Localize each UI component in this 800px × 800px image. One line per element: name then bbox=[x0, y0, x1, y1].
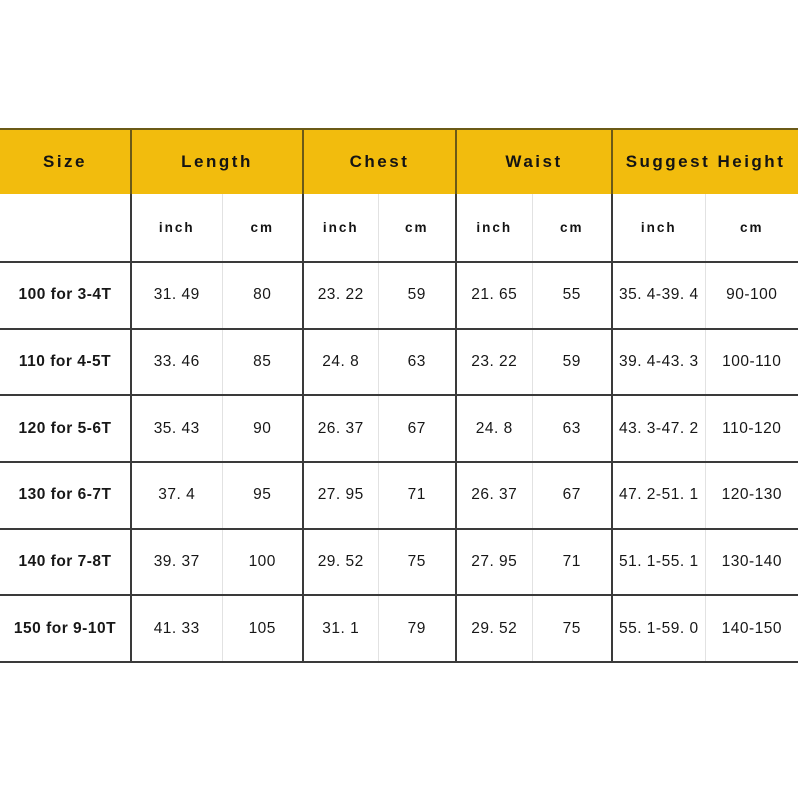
cell-height-cm: 110-120 bbox=[705, 394, 799, 463]
group-header-suggest-height: Suggest Height bbox=[612, 129, 799, 194]
cell-chest-cm: 59 bbox=[378, 261, 458, 329]
unit-header-length-cm: cm bbox=[222, 194, 304, 262]
cell-length-inch: 35. 43 bbox=[131, 394, 223, 463]
cell-height-inch: 43. 3-47. 2 bbox=[612, 394, 706, 463]
group-header-row: Size Length Chest Waist Suggest Height bbox=[0, 129, 799, 194]
table-row: 120 for 5-6T 35. 43 90 26. 37 67 24. 8 6… bbox=[0, 394, 799, 463]
unit-header-height-cm: cm bbox=[705, 194, 799, 262]
unit-header-chest-cm: cm bbox=[378, 194, 458, 262]
size-chart-container: Size Length Chest Waist Suggest Height i… bbox=[0, 128, 799, 664]
cell-height-cm: 90-100 bbox=[705, 261, 799, 329]
cell-size: 130 for 6-7T bbox=[0, 461, 132, 529]
cell-height-inch: 35. 4-39. 4 bbox=[612, 261, 706, 329]
cell-chest-inch: 27. 95 bbox=[303, 461, 379, 529]
unit-header-size-blank bbox=[0, 194, 132, 262]
table-row: 130 for 6-7T 37. 4 95 27. 95 71 26. 37 6… bbox=[0, 461, 799, 529]
cell-waist-cm: 59 bbox=[532, 327, 614, 396]
cell-waist-cm: 55 bbox=[532, 261, 614, 329]
cell-size: 150 for 9-10T bbox=[0, 594, 132, 663]
cell-waist-inch: 23. 22 bbox=[456, 327, 533, 396]
cell-size: 120 for 5-6T bbox=[0, 394, 132, 463]
cell-height-cm: 120-130 bbox=[705, 461, 799, 529]
cell-height-cm: 100-110 bbox=[705, 327, 799, 396]
cell-size: 110 for 4-5T bbox=[0, 327, 132, 396]
cell-size: 100 for 3-4T bbox=[0, 261, 132, 329]
cell-length-cm: 105 bbox=[222, 594, 304, 663]
cell-chest-inch: 24. 8 bbox=[303, 327, 379, 396]
cell-chest-inch: 23. 22 bbox=[303, 261, 379, 329]
cell-waist-inch: 21. 65 bbox=[456, 261, 533, 329]
cell-height-cm: 130-140 bbox=[705, 527, 799, 596]
group-header-chest: Chest bbox=[303, 129, 458, 194]
cell-waist-inch: 26. 37 bbox=[456, 461, 533, 529]
cell-length-inch: 41. 33 bbox=[131, 594, 223, 663]
cell-chest-cm: 67 bbox=[378, 394, 458, 463]
cell-waist-cm: 75 bbox=[532, 594, 614, 663]
cell-height-inch: 51. 1-55. 1 bbox=[612, 527, 706, 596]
cell-chest-inch: 29. 52 bbox=[303, 527, 379, 596]
cell-length-cm: 90 bbox=[222, 394, 304, 463]
unit-header-height-inch: inch bbox=[612, 194, 706, 262]
cell-length-cm: 85 bbox=[222, 327, 304, 396]
cell-waist-inch: 27. 95 bbox=[456, 527, 533, 596]
cell-chest-inch: 31. 1 bbox=[303, 594, 379, 663]
unit-header-waist-cm: cm bbox=[532, 194, 614, 262]
cell-height-cm: 140-150 bbox=[705, 594, 799, 663]
cell-height-inch: 39. 4-43. 3 bbox=[612, 327, 706, 396]
cell-waist-cm: 63 bbox=[532, 394, 614, 463]
cell-chest-cm: 63 bbox=[378, 327, 458, 396]
cell-length-inch: 39. 37 bbox=[131, 527, 223, 596]
cell-length-cm: 100 bbox=[222, 527, 304, 596]
cell-chest-cm: 79 bbox=[378, 594, 458, 663]
cell-length-cm: 95 bbox=[222, 461, 304, 529]
cell-length-inch: 33. 46 bbox=[131, 327, 223, 396]
table-row: 150 for 9-10T 41. 33 105 31. 1 79 29. 52… bbox=[0, 594, 799, 663]
cell-chest-inch: 26. 37 bbox=[303, 394, 379, 463]
cell-length-cm: 80 bbox=[222, 261, 304, 329]
size-chart-table: Size Length Chest Waist Suggest Height i… bbox=[0, 128, 799, 664]
cell-length-inch: 37. 4 bbox=[131, 461, 223, 529]
unit-header-row: inch cm inch cm inch cm inch cm bbox=[0, 194, 799, 262]
group-header-length: Length bbox=[131, 129, 304, 194]
table-row: 140 for 7-8T 39. 37 100 29. 52 75 27. 95… bbox=[0, 527, 799, 596]
cell-size: 140 for 7-8T bbox=[0, 527, 132, 596]
cell-waist-cm: 67 bbox=[532, 461, 614, 529]
cell-waist-inch: 24. 8 bbox=[456, 394, 533, 463]
table-row: 100 for 3-4T 31. 49 80 23. 22 59 21. 65 … bbox=[0, 261, 799, 329]
group-header-size: Size bbox=[0, 129, 132, 194]
cell-length-inch: 31. 49 bbox=[131, 261, 223, 329]
table-row: 110 for 4-5T 33. 46 85 24. 8 63 23. 22 5… bbox=[0, 327, 799, 396]
cell-chest-cm: 71 bbox=[378, 461, 458, 529]
cell-waist-inch: 29. 52 bbox=[456, 594, 533, 663]
unit-header-chest-inch: inch bbox=[303, 194, 379, 262]
cell-height-inch: 47. 2-51. 1 bbox=[612, 461, 706, 529]
group-header-waist: Waist bbox=[456, 129, 614, 194]
cell-height-inch: 55. 1-59. 0 bbox=[612, 594, 706, 663]
unit-header-length-inch: inch bbox=[131, 194, 223, 262]
cell-waist-cm: 71 bbox=[532, 527, 614, 596]
unit-header-waist-inch: inch bbox=[456, 194, 533, 262]
cell-chest-cm: 75 bbox=[378, 527, 458, 596]
